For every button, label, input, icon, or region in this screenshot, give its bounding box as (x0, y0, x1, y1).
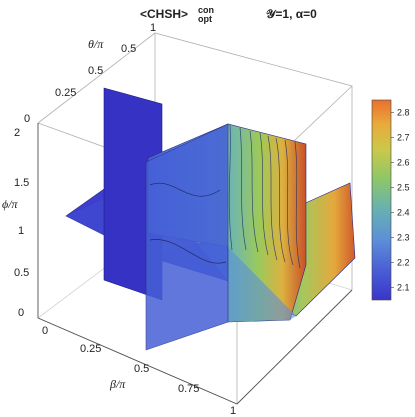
tick-phi: 2 (14, 127, 20, 139)
tick-beta: 0.75 (178, 383, 199, 395)
colorbar-tick-label: 2.8 (397, 108, 410, 118)
axis-label-theta: θ/π (88, 37, 104, 51)
tick-theta: 0.5 (88, 65, 103, 77)
title-subscript: opt (198, 14, 212, 24)
slice-beta-front (228, 247, 296, 322)
tick-phi: 1.5 (14, 177, 29, 189)
tick-beta: 0 (42, 325, 48, 337)
contour-line (249, 130, 259, 253)
contour-line (259, 132, 269, 256)
contour-line (294, 141, 301, 269)
contour-line (275, 137, 286, 263)
tick-theta: 1 (150, 22, 156, 34)
colorbar-tick-label: 2.2 (397, 258, 410, 268)
chart-title: <CHSH> con opt 𝒴=1, α=0 (140, 5, 317, 24)
tick-beta: 1 (230, 405, 236, 417)
contour-line (267, 135, 278, 261)
front-box-edges (37, 123, 353, 405)
colorbar-tick-label: 2.3 (397, 233, 410, 243)
tick-phi: 1 (18, 225, 24, 237)
slice-front-plane (145, 123, 229, 351)
tick-phi: 0.5 (14, 267, 29, 279)
box-front-edge (37, 317, 238, 405)
contour-line (284, 139, 294, 266)
axis-label-beta: β/π (109, 377, 126, 391)
colorbar-tick-label: 2.6 (397, 158, 410, 168)
contour-line (228, 124, 233, 251)
axis-theta: θ/π 1 0.5 0.5 0.25 0 (24, 22, 156, 125)
title-main: <CHSH> (140, 7, 188, 21)
tick-theta: 0 (24, 113, 30, 125)
title-params: 𝒴=1, α=0 (266, 7, 317, 21)
tick-theta: 0.25 (55, 87, 76, 99)
axis-label-phi: ϕ/π (2, 197, 19, 211)
tick-beta: 0.5 (134, 363, 149, 375)
contour-line (149, 182, 221, 197)
colorbar-ticks: 2.8 2.7 2.6 2.5 2.4 2.3 2.2 2.1 (391, 108, 410, 293)
tick-phi: 0 (18, 307, 24, 319)
colorbar: 2.8 2.7 2.6 2.5 2.4 2.3 2.2 2.1 (371, 99, 410, 301)
tick-beta: 0.25 (80, 343, 101, 355)
colorbar-tick-label: 2.7 (397, 133, 410, 143)
contour-line (239, 127, 247, 251)
title-superscript: con (198, 5, 214, 15)
colorbar-gradient (371, 99, 392, 301)
tick-theta: 0.5 (121, 43, 136, 55)
colorbar-tick-label: 2.4 (397, 208, 410, 218)
contour-lines (228, 124, 301, 269)
axis-beta: 0 0.25 0.5 β/π 0.75 1 (42, 325, 236, 417)
contour-line (149, 239, 227, 264)
box-front-edge (236, 289, 353, 405)
axis-phi: 2 1.5 ϕ/π 1 0.5 0 (2, 127, 29, 319)
slice-front-left (145, 123, 229, 351)
colorbar-tick-label: 2.5 (397, 183, 410, 193)
colorbar-tick-label: 2.1 (397, 283, 410, 293)
